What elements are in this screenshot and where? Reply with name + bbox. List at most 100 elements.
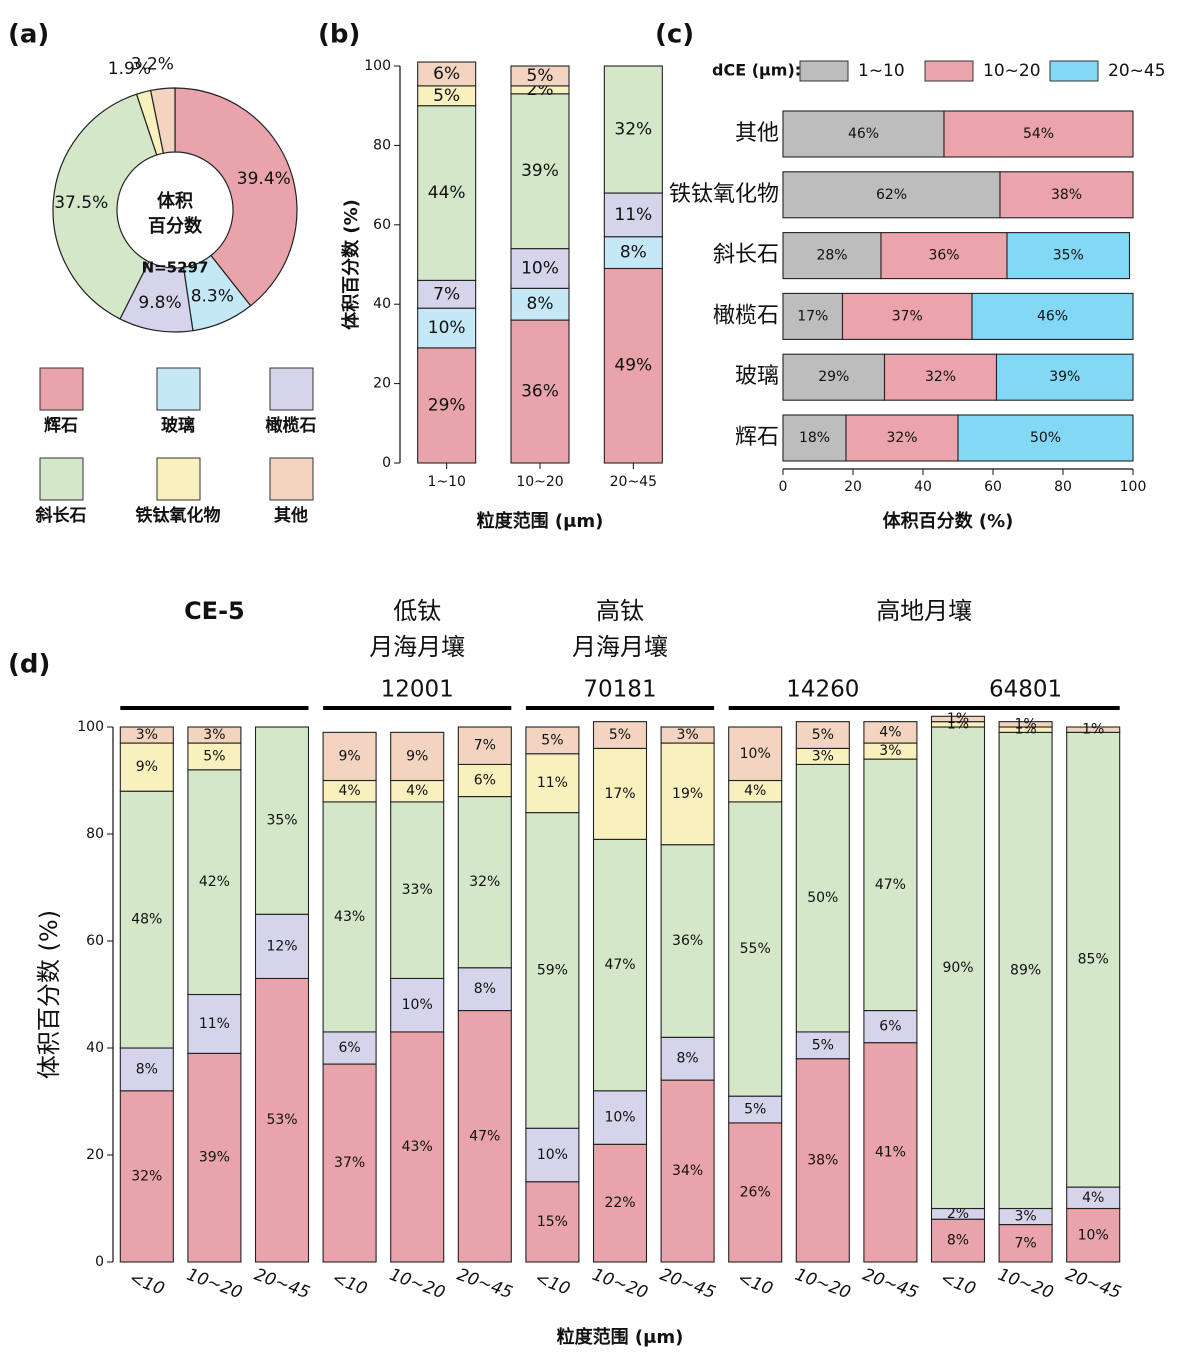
bar-segment	[322, 1031, 377, 1065]
value-label: 3%	[879, 743, 901, 759]
bar-segment	[187, 769, 242, 996]
value-label: 1%	[1014, 716, 1036, 732]
y-tick-label: 60	[373, 217, 391, 233]
panel-label: (d)	[8, 650, 50, 680]
bar-segment	[417, 307, 477, 349]
x-tick-label: 10~20	[516, 474, 563, 490]
value-label: 10%	[428, 318, 466, 338]
pie-slice	[149, 87, 176, 154]
bar-segment	[187, 993, 242, 1054]
bar-segment	[525, 753, 580, 814]
value-label: 22%	[604, 1195, 635, 1211]
value-label: 39%	[199, 1150, 230, 1166]
value-label: 34%	[672, 1163, 703, 1179]
y-tick-label: 0	[382, 455, 391, 471]
bar-segment	[728, 726, 783, 782]
y-tick-label: 辉石	[735, 425, 779, 450]
bar-segment	[795, 763, 850, 1033]
value-label: 19%	[672, 786, 703, 802]
value-label: 10%	[402, 997, 433, 1013]
value-label: 32%	[131, 1168, 162, 1184]
value-label: 4%	[879, 724, 901, 740]
bar-segment	[660, 726, 715, 744]
bar-segment	[457, 726, 512, 766]
value-label: 49%	[614, 356, 652, 376]
bar-segment	[510, 65, 570, 87]
bar-segment	[525, 726, 580, 755]
bar-segment	[510, 93, 570, 250]
y-tick-label: 40	[86, 1040, 104, 1056]
bar-segment	[880, 232, 1008, 280]
bar-segment	[254, 726, 310, 915]
value-label: 7%	[474, 738, 496, 754]
x-tick-label: 20~45	[252, 1265, 313, 1303]
value-label: 53%	[266, 1112, 297, 1128]
x-tick-label: 10~20	[590, 1265, 651, 1303]
value-label: 6%	[433, 64, 460, 84]
group-label: 高地月壤	[876, 597, 972, 625]
legend-label: 其他	[274, 505, 308, 526]
group-label: CE-5	[184, 597, 245, 625]
bar-segment	[660, 844, 715, 1038]
x-tick-label: 20~45	[454, 1265, 515, 1303]
value-label: 47%	[604, 957, 635, 973]
value-label: 4%	[744, 783, 766, 799]
bar-segment	[782, 232, 882, 280]
value-label: 36%	[521, 382, 559, 402]
value-label: 12%	[266, 938, 297, 954]
n-label: N=5297	[142, 259, 209, 277]
value-label: 42%	[199, 874, 230, 890]
bar-segment	[795, 1058, 850, 1263]
bar-segment	[417, 105, 477, 281]
value-label: 9%	[406, 748, 428, 764]
legend-label: 20~45	[1108, 61, 1166, 81]
value-label: 9.8%	[138, 293, 181, 313]
value-label: 6%	[338, 1040, 360, 1056]
x-tick-label: 20~45	[610, 474, 657, 490]
bar-segment	[782, 414, 847, 462]
bar-segment	[119, 726, 174, 744]
bar-segment	[322, 731, 377, 782]
x-tick-label: 20	[844, 479, 862, 495]
bar-segment	[390, 731, 445, 782]
y-tick-label: 80	[86, 826, 104, 842]
value-label: 10%	[1078, 1227, 1109, 1243]
legend-label: 铁钛氧化物	[136, 505, 221, 526]
value-label: 6%	[474, 773, 496, 789]
bar-segment	[457, 1009, 512, 1263]
legend-swatch	[156, 367, 201, 411]
sample-label: 64801	[989, 677, 1062, 703]
value-label: 32%	[925, 369, 956, 385]
value-label: 4%	[406, 783, 428, 799]
value-label: 10%	[521, 258, 559, 278]
value-label: 11%	[537, 775, 568, 791]
x-tick-label: 10~20	[995, 1265, 1056, 1303]
bar-segment	[660, 1079, 715, 1263]
bar-segment	[390, 801, 445, 980]
value-label: 10%	[537, 1147, 568, 1163]
bar-segment	[660, 1036, 715, 1081]
y-tick-label: 80	[373, 137, 391, 153]
value-label: 46%	[848, 126, 879, 142]
value-label: 9%	[338, 748, 360, 764]
value-label: 15%	[537, 1214, 568, 1230]
legend-label: 10~20	[983, 61, 1041, 81]
bar-segment	[998, 1224, 1053, 1263]
y-axis-label: 体积百分数 (%)	[340, 199, 362, 330]
x-tick-label: 100	[1120, 479, 1147, 495]
y-tick-label: 40	[373, 296, 391, 312]
value-label: 43%	[334, 909, 365, 925]
bar-segment	[845, 414, 959, 462]
group-label: 高钛	[596, 597, 644, 625]
value-label: 4%	[1082, 1190, 1104, 1206]
bar-segment	[603, 236, 663, 270]
value-label: 5%	[433, 86, 460, 106]
value-label: 17%	[604, 786, 635, 802]
value-label: 9%	[136, 759, 158, 775]
x-tick-label: <10	[127, 1268, 168, 1299]
value-label: 85%	[1078, 952, 1109, 968]
value-label: 11%	[614, 205, 652, 225]
legend-swatch	[269, 457, 314, 501]
value-label: 3%	[136, 727, 158, 743]
y-tick-label: 橄榄石	[713, 303, 779, 328]
